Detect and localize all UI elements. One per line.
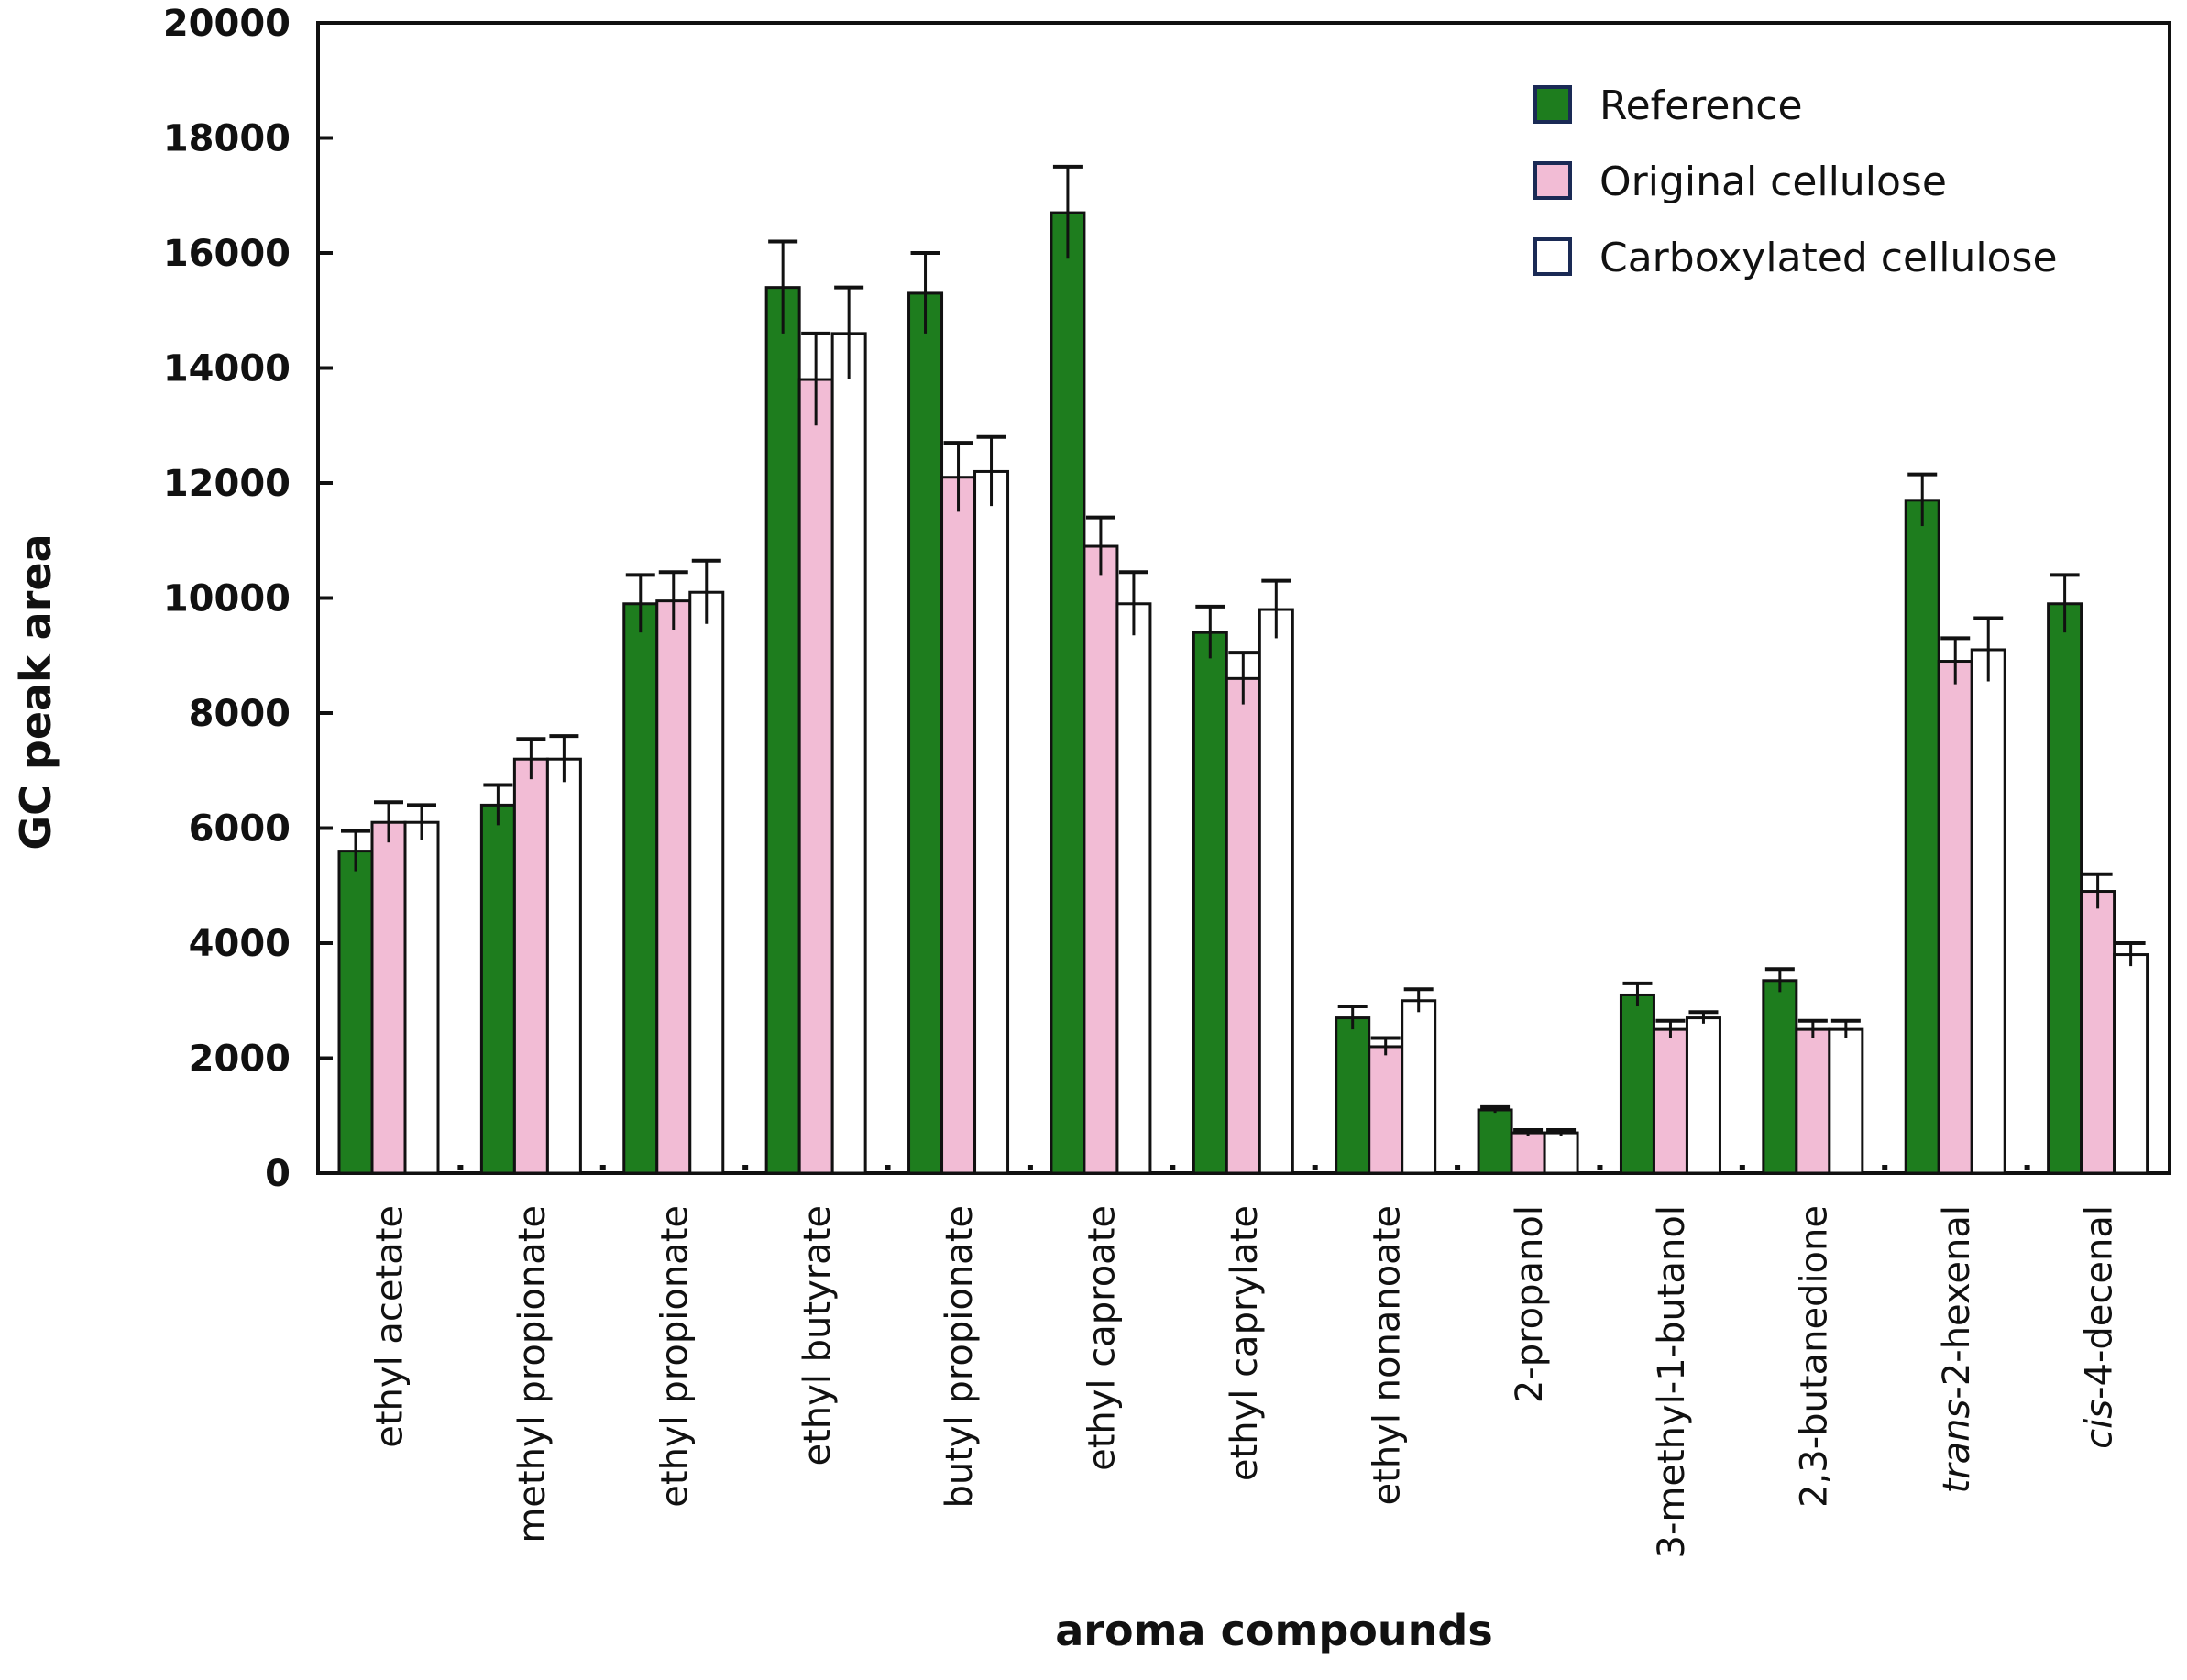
bar-original-cellulose	[797, 378, 834, 1175]
bar-reference	[764, 286, 801, 1175]
bar-carboxylated-cellulose	[1115, 602, 1152, 1175]
category-separator-dot	[1882, 1165, 1888, 1170]
x-axis-labels: ethyl acetate methyl propionate ethyl prop…	[369, 1205, 2121, 1558]
y-tick-label: 8000	[189, 693, 291, 735]
category-label: ethyl caprylate	[1224, 1205, 1266, 1481]
y-tick-label: 6000	[189, 808, 291, 851]
category-separator-dot	[457, 1165, 464, 1170]
bar-original-cellulose	[1795, 1027, 1831, 1175]
bar-carboxylated-cellulose	[403, 820, 440, 1175]
bar-original-cellulose	[655, 599, 692, 1175]
y-tick-label: 18000	[163, 118, 291, 160]
y-tick-label: 4000	[189, 923, 291, 965]
bar-carboxylated-cellulose	[1258, 608, 1294, 1175]
bar-reference	[1904, 499, 1940, 1175]
bar-reference	[1050, 211, 1086, 1175]
y-axis-title: GC peak area	[11, 533, 60, 850]
legend-swatch	[1533, 237, 1572, 276]
bar-carboxylated-cellulose	[2113, 953, 2149, 1175]
bar-reference	[337, 850, 374, 1175]
y-tick-label: 0	[265, 1153, 291, 1195]
bar-original-cellulose	[512, 757, 549, 1175]
legend-label: Reference	[1599, 82, 1803, 129]
category-label: 3-methyl-1-butanol	[1651, 1205, 1693, 1558]
category-label: butyl propionate	[939, 1205, 981, 1509]
category-separator-dot	[2024, 1165, 2030, 1170]
legend-swatch	[1533, 85, 1572, 124]
category-label: 2-propanol	[1509, 1205, 1551, 1403]
category-separator-dot	[1170, 1165, 1176, 1170]
category-separator-dot	[1739, 1165, 1745, 1170]
bar-reference	[479, 803, 516, 1175]
legend: Reference Original cellulose Carboxylated …	[1533, 82, 2058, 281]
bar-original-cellulose	[1652, 1027, 1688, 1175]
bar-reference	[1335, 1016, 1371, 1175]
bar-carboxylated-cellulose	[1401, 999, 1437, 1175]
bar-reference	[1762, 979, 1798, 1175]
category-separator-dot	[742, 1165, 749, 1170]
bar-carboxylated-cellulose	[688, 590, 725, 1175]
bar-original-cellulose	[2080, 890, 2116, 1175]
bar-carboxylated-cellulose	[545, 757, 582, 1175]
category-separator-dot	[599, 1165, 606, 1170]
category-label: trans-2-hexenal	[1936, 1205, 1978, 1493]
y-tick-label: 14000	[163, 348, 291, 390]
category-separator-dot	[1312, 1165, 1318, 1170]
bar-reference	[1477, 1108, 1513, 1175]
category-label: methyl propionate	[511, 1205, 554, 1543]
category-label: ethyl acetate	[369, 1205, 412, 1448]
y-tick-label: 16000	[163, 233, 291, 275]
bar-carboxylated-cellulose	[1685, 1016, 1721, 1175]
bar-original-cellulose	[1368, 1045, 1404, 1175]
category-label: ethyl nonanoate	[1366, 1205, 1408, 1505]
y-tick-label: 12000	[163, 463, 291, 505]
bar-carboxylated-cellulose	[830, 332, 867, 1175]
category-separator-dot	[1455, 1165, 1461, 1170]
bar-reference	[907, 291, 944, 1175]
legend-label: Original cellulose	[1599, 159, 1947, 205]
bar-carboxylated-cellulose	[1970, 648, 2006, 1175]
bar-carboxylated-cellulose	[973, 469, 1010, 1175]
category-separator-dot	[1027, 1165, 1033, 1170]
legend-label: Carboxylated cellulose	[1599, 235, 2058, 281]
bar-original-cellulose	[1510, 1131, 1546, 1175]
bar-original-cellulose	[1225, 676, 1261, 1175]
legend-swatch	[1533, 161, 1572, 200]
category-label: cis-4-decenal	[2078, 1205, 2120, 1449]
bar-reference	[1619, 993, 1655, 1175]
y-tick-label: 10000	[163, 578, 291, 620]
bar-carboxylated-cellulose	[1828, 1027, 1864, 1175]
bar-original-cellulose	[1937, 660, 1973, 1175]
bar-original-cellulose	[1083, 544, 1119, 1175]
bar-reference	[1192, 631, 1228, 1175]
bar-reference	[622, 602, 659, 1175]
x-axis-title: aroma compounds	[1055, 1606, 1492, 1655]
bars	[337, 164, 2149, 1175]
bar-original-cellulose	[940, 476, 977, 1175]
category-separator-dot	[1597, 1165, 1603, 1170]
y-axis: 0 2000 4000 6000 8000 10000 12000 14000 16000 180…	[163, 3, 333, 1195]
category-separator-dot	[885, 1165, 891, 1170]
bar-original-cellulose	[370, 820, 407, 1175]
bar-reference	[2047, 602, 2083, 1175]
category-label: ethyl propionate	[654, 1205, 696, 1508]
category-label: ethyl butyrate	[797, 1205, 839, 1466]
category-label: ethyl caproate	[1082, 1205, 1124, 1471]
category-label: 2,3-butanedione	[1794, 1205, 1836, 1508]
y-tick-label: 2000	[189, 1038, 291, 1081]
bar-carboxylated-cellulose	[1543, 1131, 1579, 1175]
y-tick-label: 20000	[163, 3, 291, 45]
